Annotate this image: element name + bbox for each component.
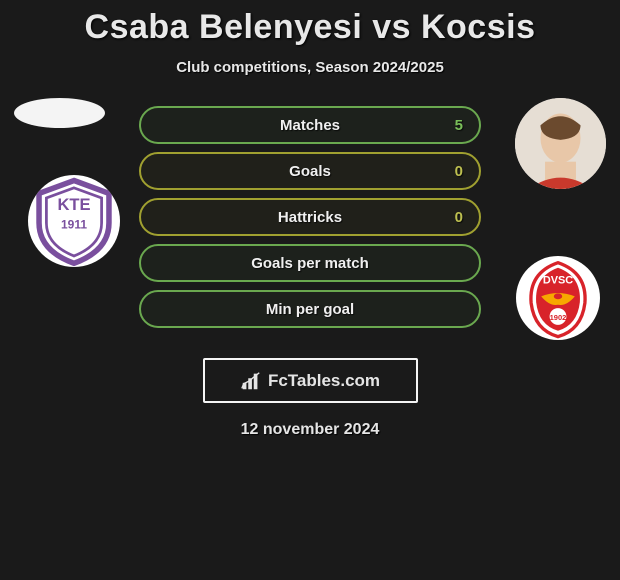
- face-placeholder-icon: [515, 98, 606, 189]
- club-left-badge: KTE 1911: [28, 175, 120, 267]
- svg-text:1902: 1902: [550, 313, 567, 322]
- player-right-photo: [515, 98, 606, 189]
- kte-shield-icon: KTE 1911: [28, 175, 120, 267]
- dvsc-shield-icon: DVSC 1902: [516, 256, 600, 340]
- stat-value: 5: [455, 117, 463, 134]
- stat-value: 0: [455, 209, 463, 226]
- stat-label: Min per goal: [266, 301, 354, 318]
- stat-label: Goals per match: [251, 255, 369, 272]
- svg-text:1911: 1911: [61, 217, 87, 231]
- stat-label: Hattricks: [278, 209, 342, 226]
- date-text: 12 november 2024: [0, 421, 620, 439]
- site-name: FcTables.com: [268, 371, 380, 391]
- stat-row-goals: Goals 0: [139, 152, 481, 190]
- page-title: Csaba Belenyesi vs Kocsis: [0, 8, 620, 47]
- stat-row-goals-per-match: Goals per match: [139, 244, 481, 282]
- stats-list: Matches 5 Goals 0 Hattricks 0 Goals per …: [139, 106, 481, 328]
- subtitle: Club competitions, Season 2024/2025: [0, 59, 620, 76]
- svg-text:DVSC: DVSC: [543, 275, 573, 287]
- main-area: KTE 1911 DVSC 1902: [0, 106, 620, 346]
- comparison-card: Csaba Belenyesi vs Kocsis Club competiti…: [0, 0, 620, 439]
- stat-label: Matches: [280, 117, 340, 134]
- stat-value: 0: [455, 163, 463, 180]
- stat-row-matches: Matches 5: [139, 106, 481, 144]
- site-badge[interactable]: FcTables.com: [203, 358, 418, 403]
- svg-text:KTE: KTE: [57, 195, 90, 214]
- player-left-photo: [14, 98, 105, 128]
- bar-chart-icon: [240, 370, 262, 392]
- stat-label: Goals: [289, 163, 331, 180]
- stat-row-hattricks: Hattricks 0: [139, 198, 481, 236]
- club-right-badge: DVSC 1902: [516, 256, 600, 340]
- stat-row-min-per-goal: Min per goal: [139, 290, 481, 328]
